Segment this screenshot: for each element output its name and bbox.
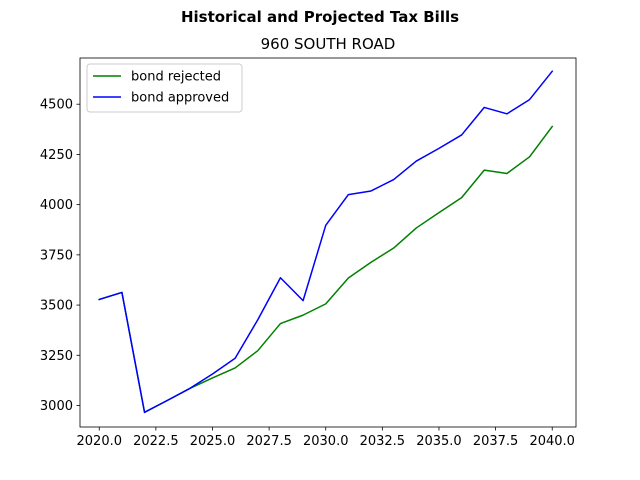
y-tick-label: 3500 [40,299,73,314]
series-layer [98,70,554,414]
axes-frame [79,57,577,428]
series-line-1 [98,70,554,414]
x-tick-label: 2022.5 [133,434,179,449]
x-tick-label: 2035.0 [416,434,462,449]
legend: bond rejected bond approved [86,63,243,113]
axes-layer: 2020.0 2022.5 2025.0 2027.5 2030.0 2032.5 2035… [40,57,577,449]
legend-box [86,63,243,113]
chart-title: 960 SOUTH ROAD [261,35,396,53]
x-tick-label: 2027.5 [246,434,292,449]
x-tick-label: 2040.0 [529,434,575,449]
legend-label-1: bond approved [131,91,229,106]
x-tick-label: 2030.0 [303,434,349,449]
y-tick-label: 4500 [40,98,73,113]
x-tick-label: 2032.5 [360,434,406,449]
y-tick-label: 3750 [40,248,73,263]
plot-area [80,58,576,427]
x-tick-label: 2037.5 [473,434,519,449]
y-tick-label: 4250 [40,148,73,163]
plot-background [80,58,576,427]
x-tick-label: 2020.0 [77,434,123,449]
legend-label-0: bond rejected [131,70,221,85]
y-tick-label: 3250 [40,349,73,364]
y-tick-label: 3000 [40,399,73,414]
chart-suptitle: Historical and Projected Tax Bills [181,8,459,26]
y-tick-label: 4000 [40,198,73,213]
x-tick-label: 2025.0 [190,434,236,449]
